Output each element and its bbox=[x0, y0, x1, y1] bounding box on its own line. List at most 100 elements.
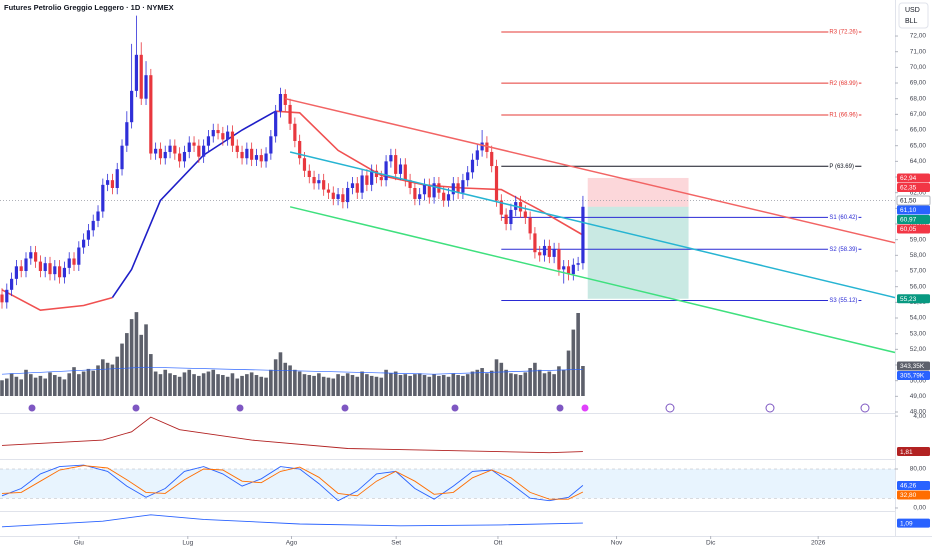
volume-bar bbox=[43, 378, 48, 396]
volume-bar bbox=[499, 362, 504, 396]
candle-body bbox=[259, 155, 263, 162]
volume-bar bbox=[581, 365, 585, 396]
candle-body bbox=[91, 220, 95, 231]
volume-bar bbox=[571, 329, 576, 396]
volume-bar bbox=[518, 375, 523, 396]
unit: BLL bbox=[905, 18, 918, 25]
volume-bar bbox=[211, 369, 216, 396]
x-tick-label: Nov bbox=[611, 540, 623, 547]
volume-bar bbox=[336, 374, 340, 396]
candle-body bbox=[38, 261, 43, 272]
currency-box[interactable] bbox=[898, 2, 929, 29]
volume-bar bbox=[312, 375, 316, 396]
volume-bar bbox=[326, 377, 331, 396]
candle-body bbox=[254, 155, 259, 160]
volume-bar bbox=[480, 368, 484, 396]
candle-body bbox=[442, 192, 446, 201]
event-icon[interactable] bbox=[555, 403, 565, 413]
volume-bar bbox=[134, 312, 139, 396]
volume-bar bbox=[57, 376, 62, 396]
candle-body bbox=[538, 252, 542, 256]
volume-bar bbox=[422, 375, 427, 396]
candle-body bbox=[509, 209, 513, 225]
y-tick-label: 48,00 bbox=[910, 409, 927, 416]
volume-bar bbox=[221, 375, 225, 396]
volume-bar bbox=[451, 373, 456, 396]
candle-body bbox=[312, 177, 316, 184]
event-icon[interactable] bbox=[765, 403, 775, 413]
volume-bar bbox=[9, 373, 14, 396]
volume-bar bbox=[125, 333, 129, 396]
price-tag bbox=[897, 447, 930, 457]
volume-bar bbox=[129, 319, 134, 396]
volume-bar bbox=[19, 379, 24, 396]
y-tick-label: 57,00 bbox=[910, 268, 927, 275]
volume-bar bbox=[33, 377, 38, 396]
volume-bar bbox=[86, 368, 91, 396]
candle-body bbox=[365, 175, 369, 185]
candle-body bbox=[72, 258, 76, 265]
volume-bar bbox=[91, 370, 96, 396]
volume-bar bbox=[101, 359, 105, 396]
volume-bar bbox=[187, 369, 192, 396]
volume-bar bbox=[273, 359, 278, 396]
candle-body bbox=[557, 249, 561, 270]
price-tag-label: 60,05 bbox=[900, 226, 917, 233]
event-icon[interactable] bbox=[665, 403, 675, 413]
volume-bar bbox=[120, 343, 124, 396]
volume-bar bbox=[230, 373, 235, 396]
candle-body bbox=[221, 133, 225, 140]
event-icon[interactable] bbox=[131, 403, 141, 413]
volume-bar bbox=[153, 371, 158, 396]
volume-bar bbox=[456, 375, 460, 396]
volume-bar bbox=[14, 376, 19, 396]
y-tick-label: 49,00 bbox=[910, 393, 927, 400]
volume-bar bbox=[379, 377, 384, 396]
event-icon[interactable] bbox=[235, 403, 245, 413]
x-tick-label: Set bbox=[391, 540, 401, 547]
event-icon[interactable] bbox=[27, 403, 37, 413]
price-tag-label: 305,79K bbox=[900, 373, 925, 380]
volume-bar bbox=[437, 375, 441, 396]
event-icon[interactable] bbox=[450, 403, 460, 413]
volume-bar bbox=[249, 372, 254, 396]
candle-body bbox=[542, 245, 547, 256]
candle-body bbox=[288, 104, 292, 124]
volume-bar bbox=[485, 373, 489, 396]
event-icon[interactable] bbox=[340, 403, 350, 413]
candle-body bbox=[413, 187, 417, 199]
volume-bar bbox=[158, 374, 163, 396]
trend-line bbox=[289, 151, 896, 299]
candle-body bbox=[120, 145, 124, 170]
candle-body bbox=[379, 177, 383, 181]
candle-body bbox=[374, 170, 379, 178]
volume-bar bbox=[441, 375, 446, 396]
candle-body bbox=[274, 111, 278, 137]
candle-body bbox=[298, 140, 302, 159]
price-tag-label: 55,23 bbox=[900, 296, 917, 303]
volume-bar bbox=[144, 324, 148, 396]
volume-bar bbox=[173, 375, 177, 396]
candle-body bbox=[461, 180, 465, 193]
pivot-label: R3 (72.26) bbox=[829, 30, 857, 36]
volume-bar bbox=[163, 369, 168, 396]
volume-bar bbox=[110, 364, 115, 396]
candle-body bbox=[523, 211, 527, 218]
event-icon[interactable] bbox=[580, 403, 590, 413]
volume-bar bbox=[408, 375, 412, 396]
candle-body bbox=[331, 192, 335, 199]
volume-bar bbox=[384, 369, 388, 396]
y-tick-label: 58,00 bbox=[910, 252, 927, 259]
event-icon[interactable] bbox=[860, 403, 870, 413]
candle-body bbox=[346, 187, 350, 203]
volume-bar bbox=[278, 352, 283, 396]
candle-body bbox=[206, 136, 211, 146]
candle-body bbox=[139, 54, 143, 99]
candle-body bbox=[245, 148, 249, 159]
price-tag bbox=[897, 370, 930, 380]
candle-body bbox=[432, 183, 436, 198]
candle-body bbox=[48, 263, 52, 275]
candle-body bbox=[230, 131, 235, 146]
candle-body bbox=[466, 172, 470, 181]
